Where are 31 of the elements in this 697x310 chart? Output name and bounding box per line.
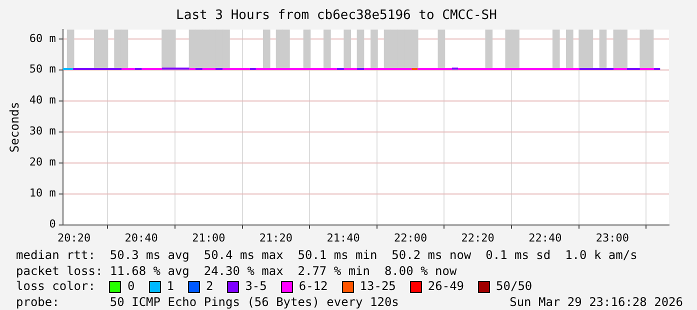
y-tick-label: 40 m: [29, 94, 56, 107]
x-tick-label: 21:20: [259, 231, 293, 244]
x-tick-label: 22:40: [528, 231, 562, 244]
y-axis-title: Seconds: [7, 102, 22, 152]
legend-label: 3-5: [245, 279, 267, 294]
x-tick-label: 20:40: [124, 231, 158, 244]
y-tick-label: 0: [49, 218, 56, 231]
legend-label: 13-25: [360, 279, 396, 294]
y-tick-label: 60 m: [29, 32, 56, 45]
x-tick-label: 21:00: [192, 231, 226, 244]
text: Sun Mar 29 23:16:28 2026: [510, 294, 683, 310]
x-tick-label: 20:20: [57, 231, 91, 244]
x-tick-label: 21:40: [326, 231, 360, 244]
y-tick-label: 20 m: [29, 156, 56, 169]
legend-label: 26-49: [428, 279, 464, 294]
legend-label: 1: [166, 279, 174, 294]
legend-label: 6-12: [298, 279, 328, 294]
x-tick-label: 22:20: [461, 231, 494, 244]
legend-label: 50/50: [496, 279, 532, 294]
text: probe: 50 ICMP Echo Pings (56 Bytes) every 120s: [16, 294, 399, 310]
legend-label: 0: [127, 279, 135, 294]
x-tick-label: 22:00: [394, 231, 428, 244]
y-tick-label: 50 m: [29, 62, 56, 76]
y-tick-label: 10 m: [29, 186, 56, 200]
legend-title: loss color:: [16, 279, 96, 294]
chart-title: Last 3 Hours from cb6ec38e5196 to CMCC-SH: [176, 8, 497, 24]
text: median rtt: 50.3 ms avg 50.4 ms max 50.1 ms min 50.2 ms now 0.1 ms sd 1.0 k am/s: [16, 248, 638, 264]
text: packet loss: 11.68 % avg 24.30 % max 2.77 % min 8.00 % now: [16, 264, 458, 279]
y-tick-label: 30 m: [29, 124, 56, 138]
legend-label: 2: [206, 279, 214, 294]
x-tick-label: 23:00: [596, 231, 630, 244]
